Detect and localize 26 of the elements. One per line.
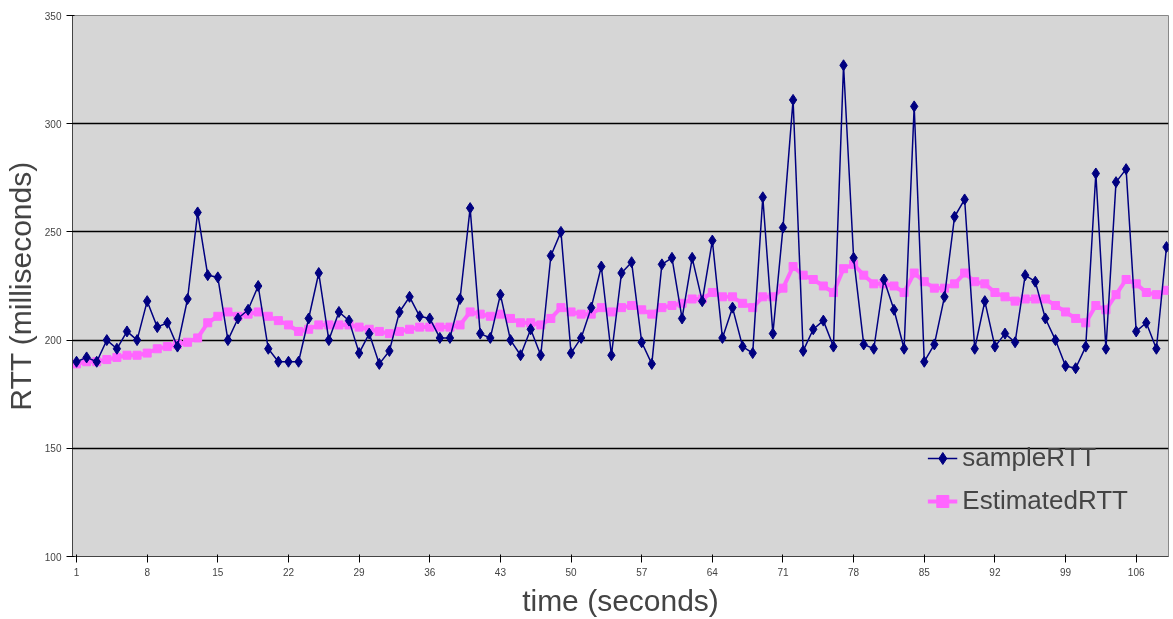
y-axis-title: RTT (milliseconds) [3,161,37,411]
x-tick-label: 1 [73,566,80,578]
x-tick-label: 8 [144,566,151,578]
x-tick-label: 57 [636,566,648,578]
y-tick-label: 250 [44,226,62,238]
x-tick-label: 36 [424,566,436,578]
x-tick-label: 15 [212,566,224,578]
y-tick-label: 300 [44,118,62,130]
x-axis-title: time (seconds) [522,583,719,617]
legend-label: EstimatedRTT [962,485,1128,516]
legend-label: sampleRTT [962,442,1097,473]
y-tick-label: 350 [44,10,62,22]
x-tick-label: 43 [494,566,507,578]
y-tick-label: 150 [44,443,62,455]
y-tick-label: 200 [44,335,62,347]
x-tick-label: 92 [989,566,1001,578]
x-tick-label: 22 [282,566,295,578]
x-tick-label: 99 [1060,566,1072,578]
x-tick-label: 71 [777,566,789,578]
x-tick-label: 106 [1127,566,1145,578]
x-tick-label: 29 [353,566,366,578]
x-tick-label: 50 [565,566,578,578]
x-tick-label: 85 [918,566,931,578]
x-tick-label: 78 [848,566,860,578]
x-tick-label: 64 [706,566,719,578]
y-tick-label: 100 [44,551,62,563]
